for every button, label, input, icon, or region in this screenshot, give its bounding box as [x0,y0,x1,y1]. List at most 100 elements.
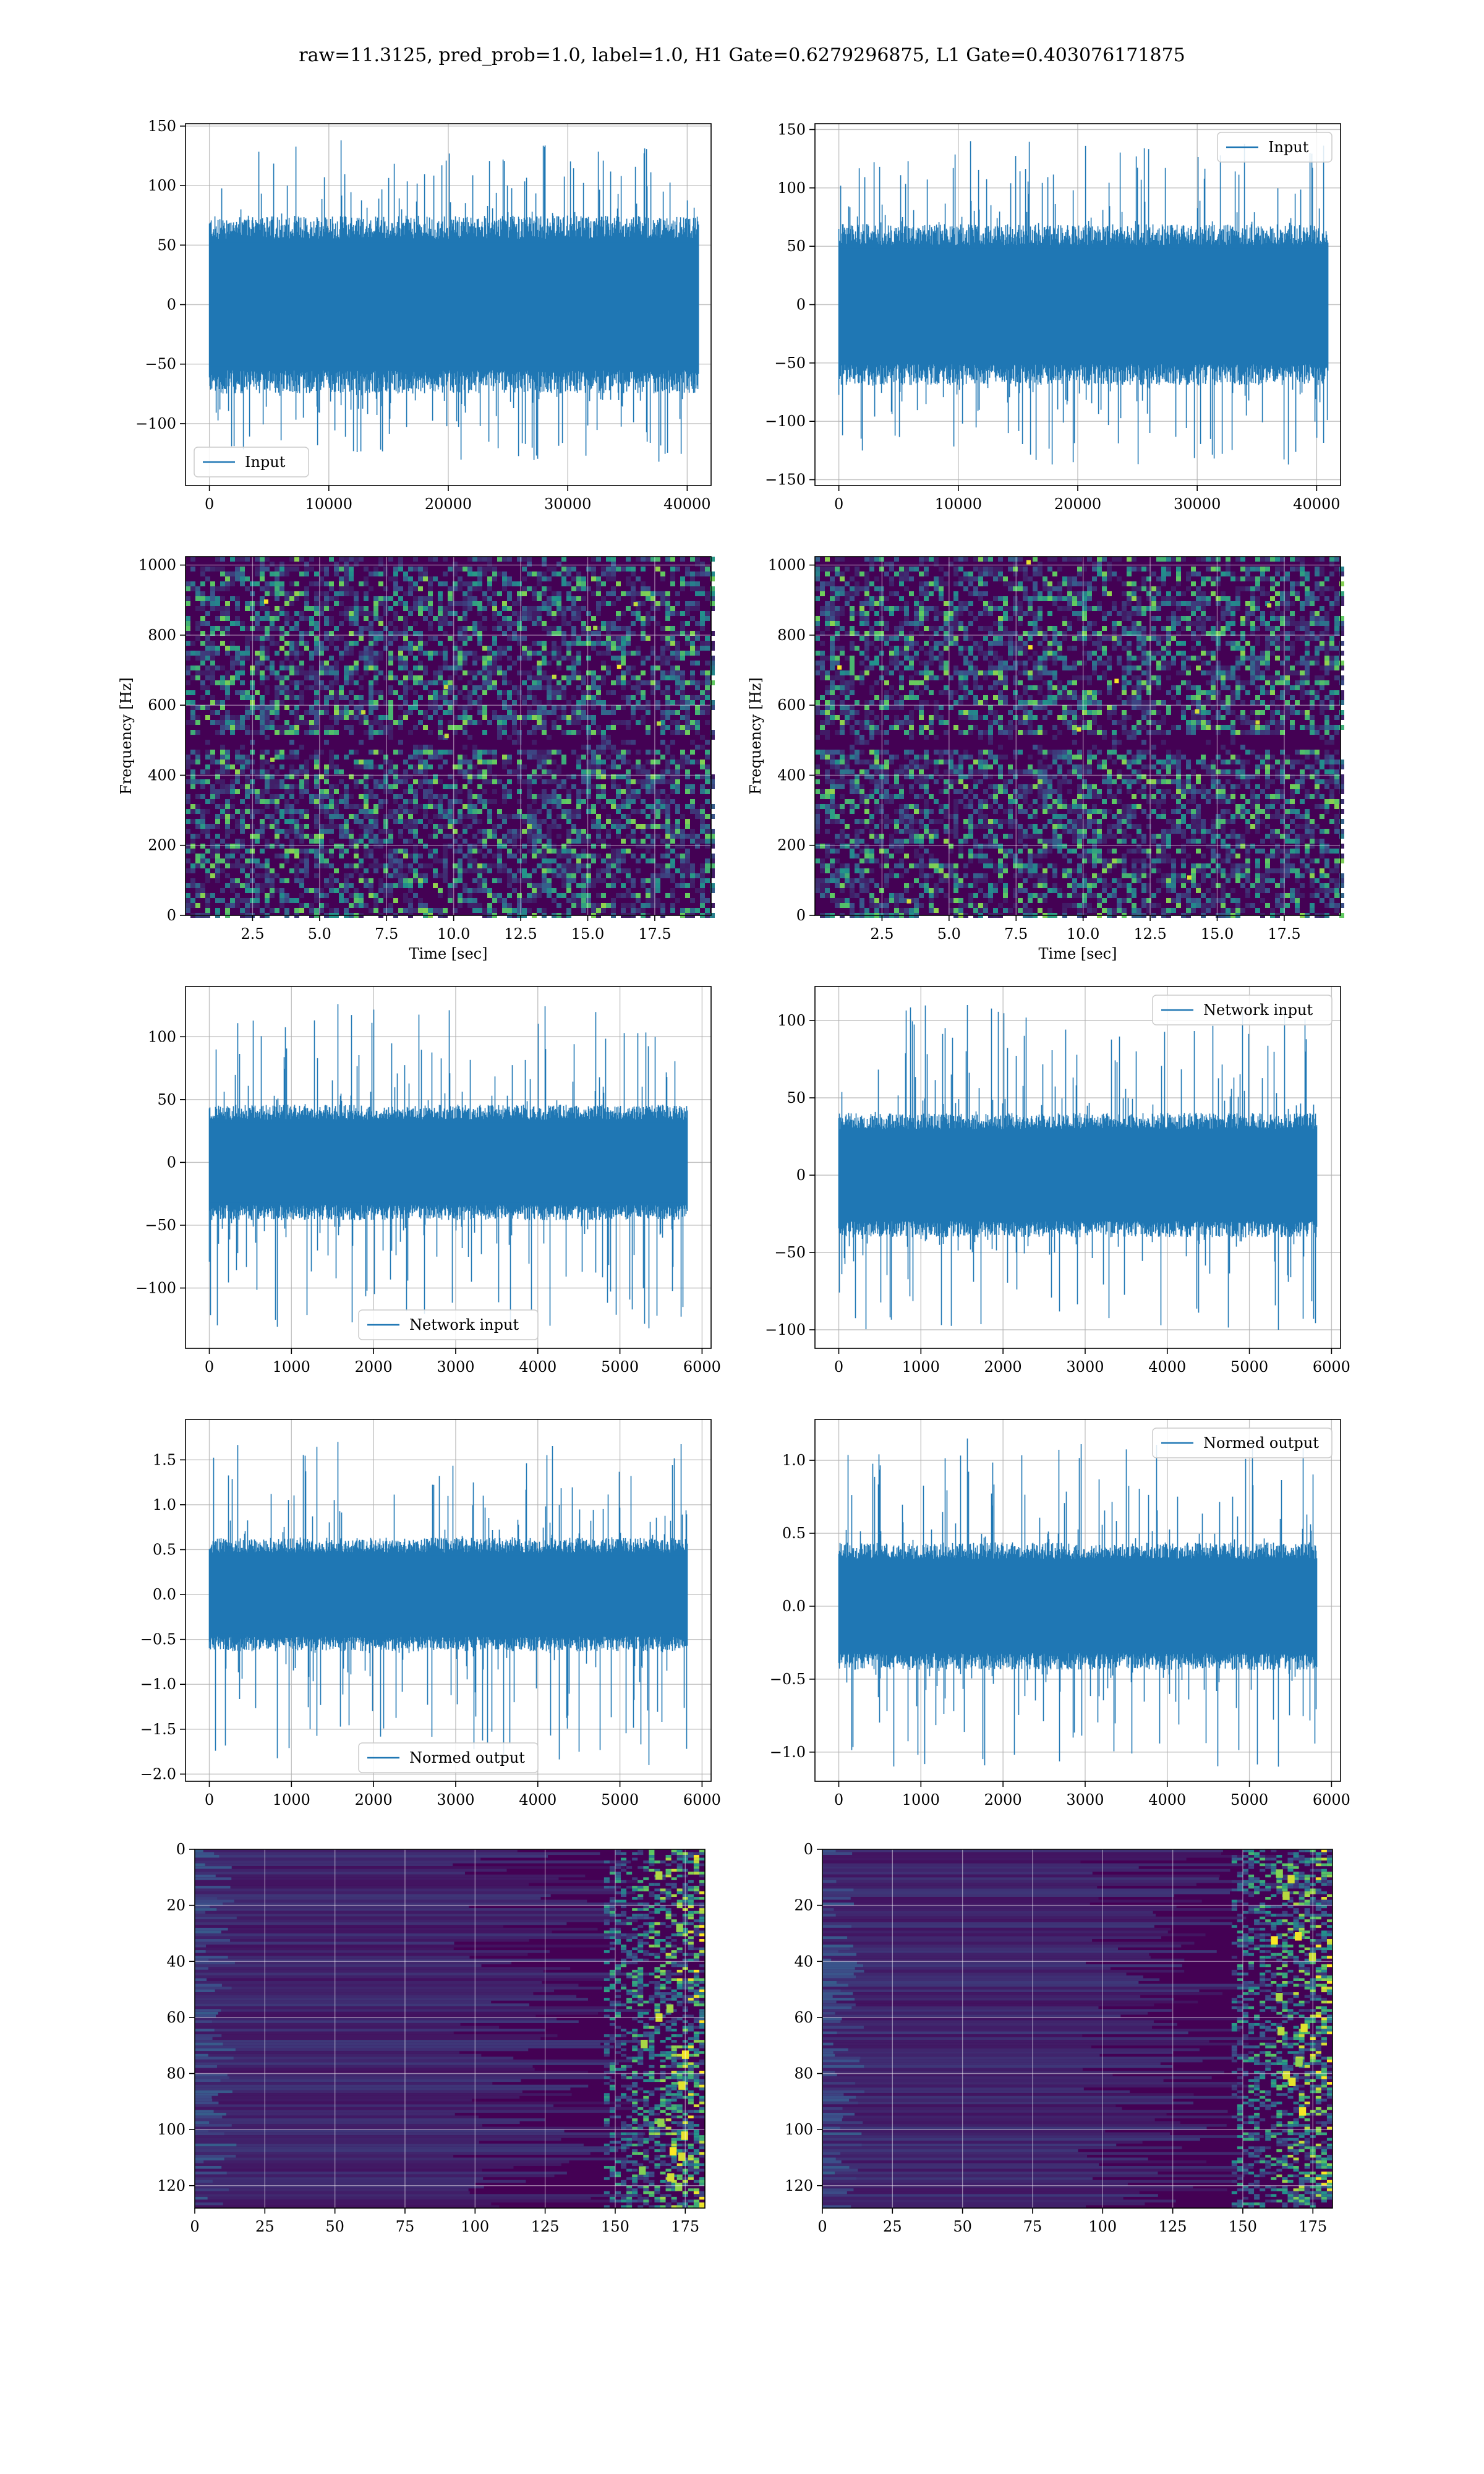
heatmap-cell [423,779,428,784]
heatmap-cell [467,893,472,898]
heatmap-cell [220,868,225,873]
heatmap-cell [497,626,502,631]
heatmap-cell [670,760,675,764]
heatmap-cell [497,878,502,883]
heatmap-cell [695,591,700,596]
heatmap-cell [240,626,245,631]
heatmap-cell [552,685,556,690]
heatmap-cell [705,868,710,873]
heatmap-cell [458,789,463,794]
heatmap-cell [690,606,695,611]
heatmap-cell [220,745,225,750]
heatmap-cell [463,591,467,596]
heatmap-cell [453,670,458,675]
heatmap-cell [532,695,537,700]
heatmap-cell [655,606,660,611]
heatmap-cell [685,567,690,571]
heatmap-cell [354,863,359,868]
heatmap-cell [215,769,220,774]
heatmap-cell [467,735,472,740]
heatmap-cell [388,690,393,695]
heatmap-cell [413,779,418,784]
heatmap-cell [988,611,993,616]
heatmap-cell [339,849,344,854]
heatmap-cell [522,651,527,656]
heatmap-cell [556,571,561,576]
heatmap-cell [235,760,240,764]
heatmap-cell [443,631,448,636]
heatmap-cell [591,755,596,760]
heatmap-cell [383,611,388,616]
heatmap-cell [418,903,423,908]
heatmap-cell [527,774,532,779]
heatmap-cell [685,774,690,779]
heatmap-cell [388,596,393,601]
heatmap-cell [477,571,482,576]
heatmap-cell [690,760,695,764]
heatmap-cell [566,858,571,863]
heatmap-cell [294,680,299,685]
heatmap-cell [1230,611,1235,616]
heatmap-cell [581,641,586,646]
heatmap-cell [245,908,250,913]
heatmap-cell [1230,571,1235,576]
heatmap-cell [270,581,275,586]
heatmap-cell [225,844,230,849]
heatmap-cell [369,893,373,898]
heatmap-cell [195,591,200,596]
heatmap-cell [215,720,220,725]
heatmap-cell [334,680,339,685]
heatmap-cell [270,878,275,883]
heatmap-cell [354,596,359,601]
heatmap-cell [953,616,958,621]
heatmap-cell [388,849,393,854]
heatmap-cell [388,735,393,740]
heatmap-cell [200,779,205,784]
heatmap-cell [294,868,299,873]
heatmap-cell [650,804,655,809]
heatmap-cell [700,824,705,829]
heatmap-cell [383,824,388,829]
heatmap-cell [1102,571,1107,576]
heatmap-cell [235,863,240,868]
heatmap-cell [245,858,250,863]
heatmap-cell [260,824,265,829]
heatmap-cell [527,606,532,611]
heatmap-cell [195,888,200,893]
heatmap-cell [934,586,939,591]
heatmap-cell [660,690,665,695]
heatmap-cell [497,824,502,829]
heatmap-cell [334,804,339,809]
heatmap-cell [472,755,477,760]
heatmap-cell [294,621,299,626]
heatmap-cell [556,764,561,769]
heatmap-cell [339,611,344,616]
heatmap-cell [393,784,398,789]
heatmap-cell [497,611,502,616]
heatmap-cell [329,839,334,844]
heatmap-cell [279,666,284,670]
heatmap-cell [646,774,650,779]
heatmap-cell [601,784,606,789]
heatmap-cell [433,908,438,913]
heatmap-cell [586,586,591,591]
heatmap-cell [309,720,314,725]
heatmap-cell [1033,596,1038,601]
heatmap-cell [665,804,670,809]
heatmap-cell [448,844,453,849]
heatmap-cell [250,700,255,705]
heatmap-cell [344,849,349,854]
heatmap-cell [581,834,586,839]
heatmap-cell [403,799,408,804]
heatmap-cell [284,854,289,858]
heatmap-cell [354,764,359,769]
heatmap-cell [596,557,601,562]
heatmap-cell [210,670,215,675]
heatmap-cell [631,819,636,824]
heatmap-cell [1052,557,1057,562]
heatmap-cell [403,774,408,779]
heatmap-cell [205,829,210,834]
heatmap-cell [265,666,270,670]
heatmap-cell [383,675,388,680]
heatmap-cell [472,661,477,666]
